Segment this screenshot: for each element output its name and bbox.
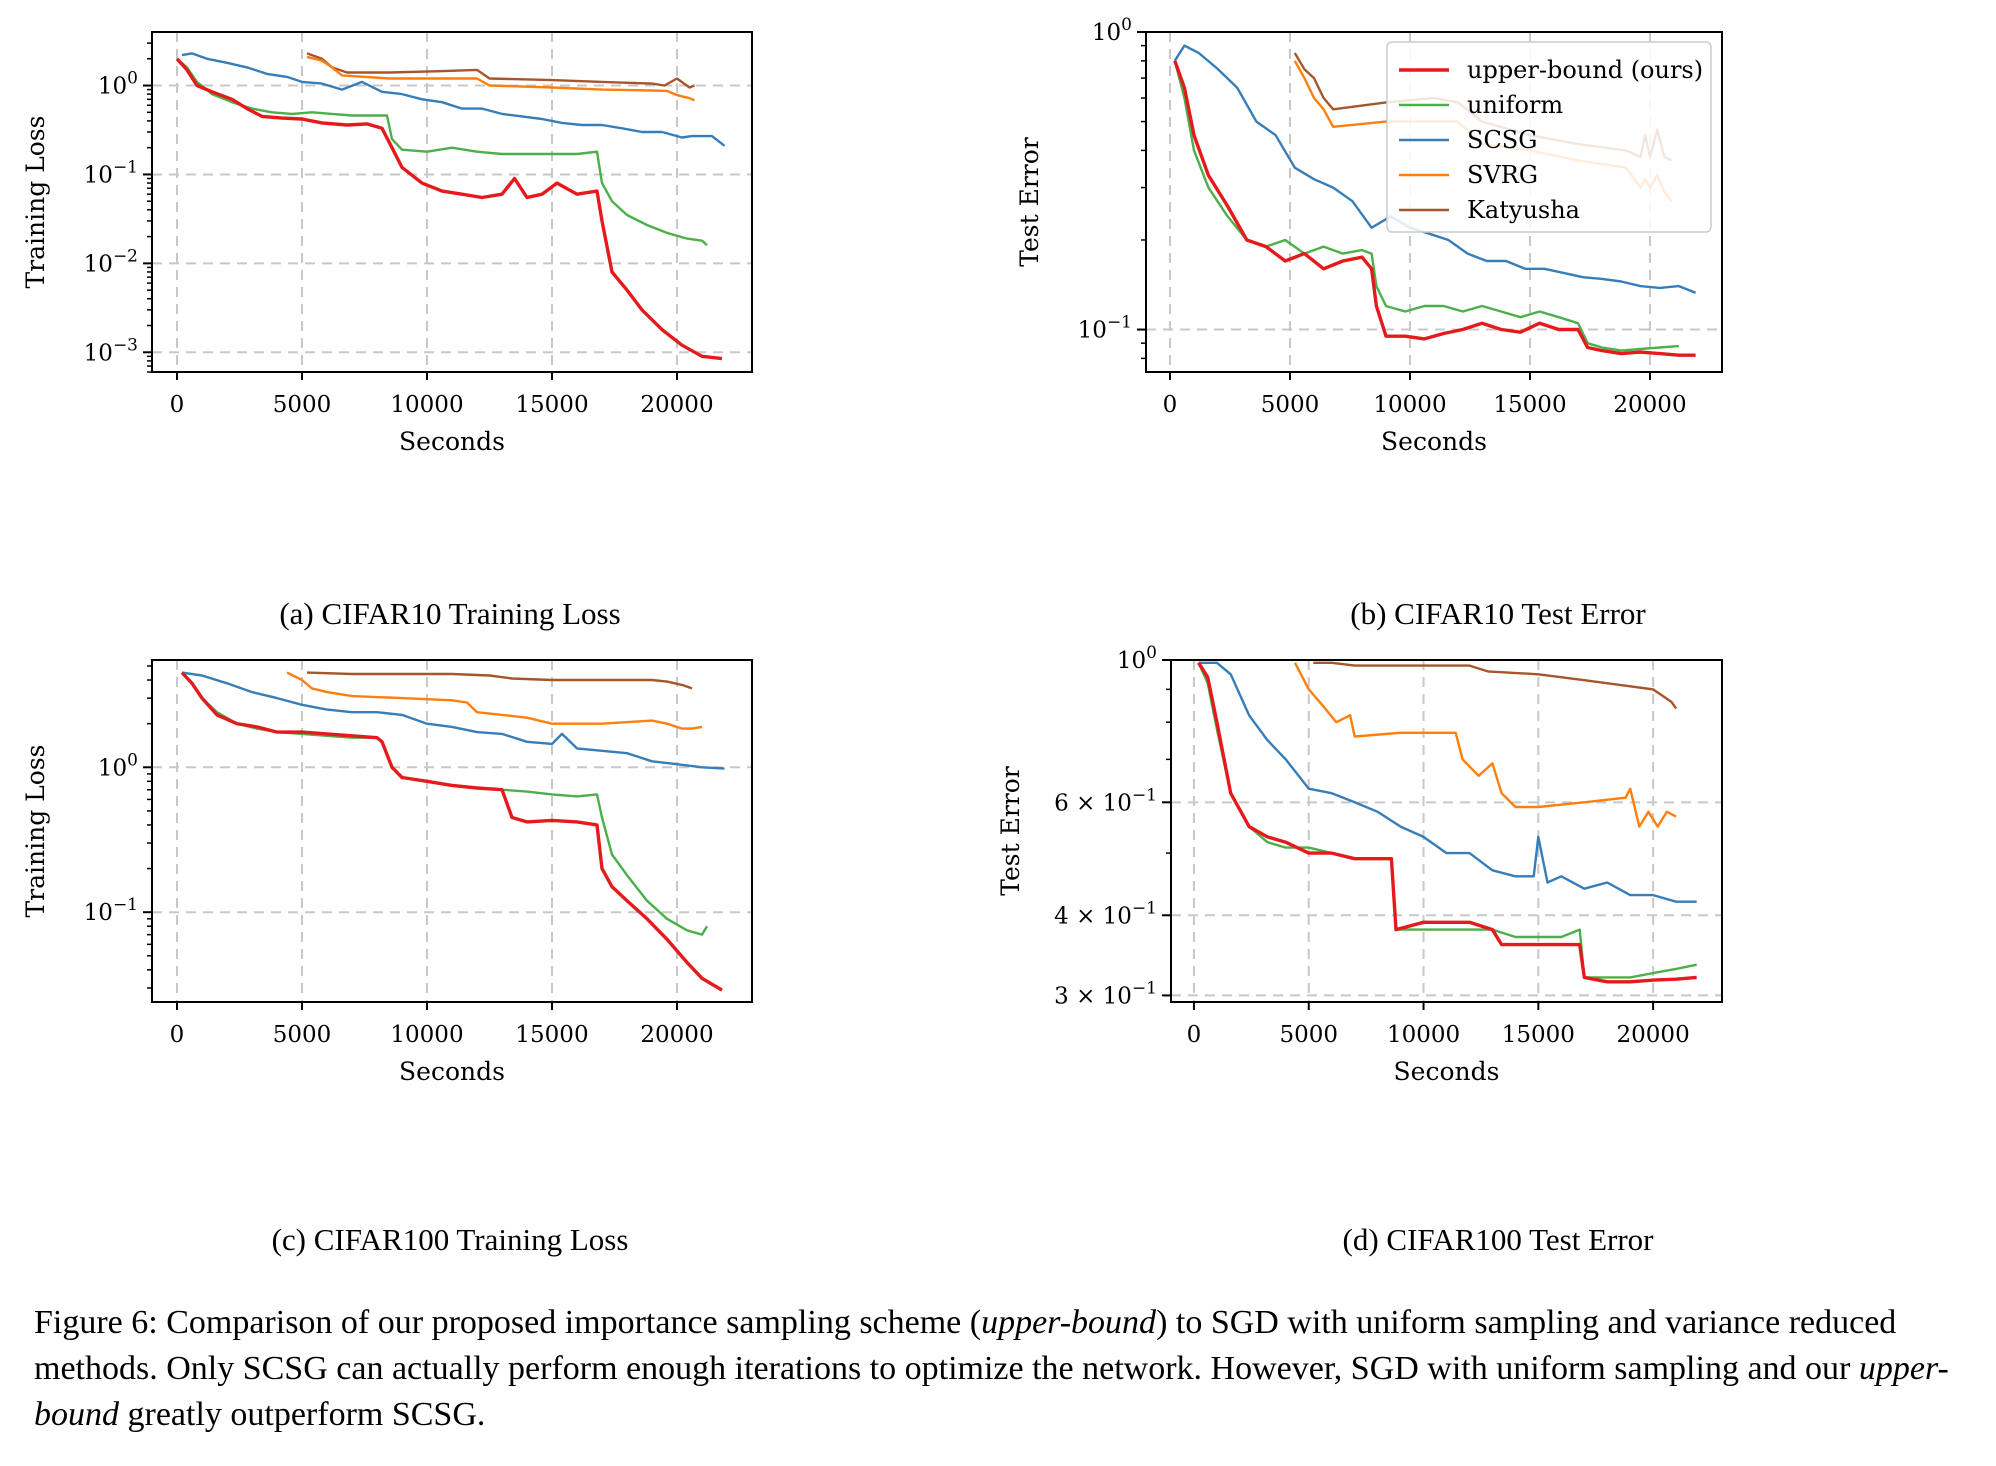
y-tick-label: 100 [1117,643,1157,674]
y-tick-label: 100 [98,69,138,100]
subplot-caption-b: (b) CIFAR10 Test Error [1350,596,1646,631]
chart-panel-b: 0 5000 10000 15000 20000 100 10−1 Seconds Test E… [1015,15,1723,456]
y-tick-label: 10−3 [84,335,138,366]
series-line-upper-bound-ours [1197,661,1697,984]
legend-label: SCSG [1467,126,1537,154]
y-tick-label: 10−1 [1078,313,1132,344]
chart-panel-d: 0 5000 10000 15000 20000 100 6 × 10−1 4 × 10−1 3… [996,643,1723,1086]
x-tick-label: 0 [1187,1022,1202,1048]
x-axis-ticks: 0 5000 10000 15000 20000 [170,1002,714,1048]
x-tick-label: 5000 [273,392,332,418]
series-line-upper-bound-ours [180,671,723,992]
x-tick-label: 0 [170,392,185,418]
series-line-scsg [181,52,726,147]
series-line-upper-bound-ours [1173,60,1696,357]
x-axis-ticks: 0 5000 10000 15000 20000 [1187,1002,1690,1048]
axes-frame [1170,659,1723,1003]
y-tick-label: 4 × 10−1 [1054,898,1157,929]
series-line-svrg [1293,662,1677,828]
x-axis-label: Seconds [1394,1057,1500,1086]
series-line-svrg [306,55,695,102]
x-tick-label: 20000 [640,1022,713,1048]
x-tick-label: 10000 [390,1022,463,1048]
x-tick-label: 15000 [515,1022,588,1048]
x-axis-ticks: 0 5000 10000 15000 20000 [1163,372,1687,418]
y-axis-label: Test Error [996,766,1025,896]
legend-label: SVRG [1467,161,1538,189]
y-tick-label: 6 × 10−1 [1054,785,1157,816]
y-axis-ticks: 100 10−1 10−2 10−3 [84,69,152,366]
x-axis-ticks: 0 5000 10000 15000 20000 [170,372,714,418]
y-axis-ticks: 100 10−1 [1078,15,1146,344]
series-line-uniform [181,671,709,936]
y-axis-label: Test Error [1015,137,1044,267]
legend-box [1386,41,1712,233]
x-tick-label: 20000 [640,392,713,418]
figure-caption-suffix: greatly outperform SCSG. [119,1396,486,1433]
y-axis-ticks: 100 6 × 10−1 4 × 10−1 3 × 10−1 [1054,643,1171,1009]
axes-frame [151,659,753,1003]
x-axis-label: Seconds [399,1057,505,1086]
series-line-uniform [176,57,708,247]
legend-label: upper-bound (ours) [1467,56,1703,84]
grid-lines [152,32,752,372]
chart-panel-c: 0 5000 10000 15000 20000 100 10−1 Seconds Traini… [21,659,753,1086]
series-lines [1197,661,1697,984]
y-tick-label: 100 [98,750,138,781]
y-axis-label: Training Loss [21,745,50,918]
x-tick-label: 15000 [515,392,588,418]
x-tick-label: 5000 [1279,1022,1338,1048]
series-line-scsg [181,671,725,770]
y-tick-label: 10−1 [84,157,138,188]
y-tick-label: 100 [1092,15,1132,46]
series-line-katyusha [306,52,695,89]
x-tick-label: 10000 [1373,392,1446,418]
series-line-scsg [1198,661,1697,903]
series-line-uniform [1197,662,1697,979]
subplot-caption-a: (a) CIFAR10 Training Loss [279,596,621,631]
x-tick-label: 15000 [1502,1022,1575,1048]
axes-frame [1145,31,1723,373]
figure-caption-emphasis-2: upper-bound [34,1350,1949,1433]
series-line-katyusha [1313,661,1678,710]
series-line-svrg [286,671,703,730]
x-axis-label: Seconds [1381,427,1487,456]
chart-panel-a: 0 5000 10000 15000 20000 100 10−1 10−2 10−3 Secon… [21,31,753,456]
x-tick-label: 0 [1163,392,1178,418]
legend-label: Katyusha [1467,196,1580,224]
figure-caption-prefix: Figure 6: Comparison of our proposed imp… [34,1304,982,1341]
x-axis-label: Seconds [399,427,505,456]
x-tick-label: 5000 [273,1022,332,1048]
series-lines [175,52,726,361]
axes-frame [151,31,753,373]
subplot-caption-c: (c) CIFAR100 Training Loss [271,1222,629,1257]
x-tick-label: 20000 [1613,392,1686,418]
y-tick-label: 3 × 10−1 [1054,978,1157,1009]
y-axis-label: Training Loss [21,116,50,289]
figure-caption-middle: ) to SGD with uniform sampling and varia… [34,1304,1897,1387]
subplot-caption-d: (d) CIFAR100 Test Error [1342,1222,1654,1257]
y-axis-ticks: 100 10−1 [84,750,152,926]
x-tick-label: 20000 [1617,1022,1690,1048]
grid-lines [152,660,752,1002]
legend-label: uniform [1467,91,1563,119]
figure-caption: Figure 6: Comparison of our proposed imp… [34,1300,1964,1438]
figure-caption-emphasis-1: upper-bound [981,1304,1157,1341]
y-tick-label: 10−2 [84,246,138,277]
x-tick-label: 10000 [390,392,463,418]
series-line-scsg [1173,44,1697,294]
series-lines [180,671,725,992]
x-tick-label: 10000 [1387,1022,1460,1048]
x-tick-label: 5000 [1261,392,1320,418]
series-line-katyusha [306,671,693,690]
series-line-upper-bound-ours [175,57,723,361]
x-tick-label: 15000 [1493,392,1566,418]
x-tick-label: 0 [170,1022,185,1048]
y-tick-label: 10−1 [84,895,138,926]
legend: upper-bound (ours) uniform SCSG SVRG Katyush… [1386,41,1712,233]
